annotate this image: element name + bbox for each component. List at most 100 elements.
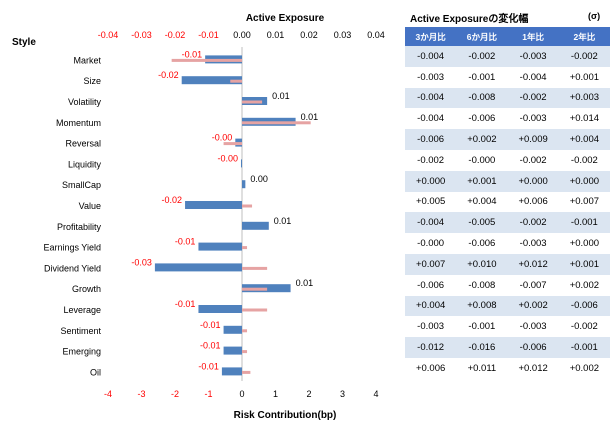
table-cell: +0.004 xyxy=(558,129,610,150)
category-label: Dividend Yield xyxy=(44,263,101,273)
table-row: -0.003 -0.001 -0.003 -0.002 xyxy=(405,316,610,338)
category-label: Sentiment xyxy=(60,326,101,336)
exposure-bar xyxy=(223,346,242,355)
table-cell: +0.007 xyxy=(405,253,457,275)
bottom-tick-label: 1 xyxy=(273,389,278,399)
table-cell: +0.011 xyxy=(456,357,508,379)
table-row: -0.002 -0.000 -0.002 -0.002 xyxy=(405,149,610,171)
category-label: Liquidity xyxy=(68,159,102,169)
table-cell: +0.002 xyxy=(558,357,610,379)
bottom-tick-label: -2 xyxy=(171,389,179,399)
table-cell: -0.006 xyxy=(405,274,457,296)
data-label: 0.00 xyxy=(250,174,268,184)
category-label: Growth xyxy=(72,284,101,294)
header-1y: 1年比 xyxy=(507,27,559,46)
table-cell: +0.002 xyxy=(558,274,610,296)
table-cell: +0.014 xyxy=(558,108,610,130)
table-row: -0.003 -0.001 -0.004 +0.001 xyxy=(405,66,610,88)
table-cell: -0.004 xyxy=(405,87,457,109)
header-6m: 6か月比 xyxy=(456,27,508,46)
category-label: Size xyxy=(83,76,101,86)
table-cell: -0.000 xyxy=(405,233,457,254)
table-cell: +0.010 xyxy=(456,253,508,275)
category-label: Leverage xyxy=(63,305,101,315)
chart-labels: Active Exposure Style Risk Contribution(bp… xyxy=(12,13,385,421)
top-axis-title: Active Exposure xyxy=(246,13,325,24)
table-cell: -0.006 xyxy=(507,337,559,358)
table-cell: +0.004 xyxy=(405,295,457,317)
exposure-bar xyxy=(223,325,242,334)
table-cell: +0.012 xyxy=(507,253,559,275)
table-cell: +0.001 xyxy=(456,170,508,192)
exposure-bar xyxy=(181,76,242,85)
data-label: 0.01 xyxy=(301,112,319,122)
bottom-tick-label: 2 xyxy=(306,389,311,399)
table-cell: -0.006 xyxy=(558,295,610,317)
table-cell: -0.002 xyxy=(558,316,610,338)
table-row: +0.004 +0.008 +0.002 -0.006 xyxy=(405,295,610,317)
risk-bar xyxy=(242,287,268,291)
bottom-axis-title: Risk Contribution(bp) xyxy=(234,410,337,421)
data-label: 0.01 xyxy=(272,91,290,101)
risk-bar xyxy=(242,308,268,312)
table-cell: +0.001 xyxy=(558,66,610,88)
table-cell: +0.002 xyxy=(456,129,508,150)
top-tick-label: 0.00 xyxy=(233,30,251,40)
table-cell: -0.005 xyxy=(456,212,508,234)
exposure-bar xyxy=(154,263,242,272)
table-cell: -0.001 xyxy=(456,66,508,88)
table-row: -0.004 -0.005 -0.002 -0.001 xyxy=(405,212,610,234)
table-cell: +0.006 xyxy=(405,357,457,379)
risk-bar xyxy=(242,246,248,250)
data-label: -0.01 xyxy=(182,49,203,59)
risk-bar xyxy=(242,121,311,125)
table-cell: -0.002 xyxy=(558,46,610,67)
table-cell: -0.007 xyxy=(507,274,559,296)
data-label: -0.01 xyxy=(200,341,221,351)
table-unit: (σ) xyxy=(588,11,601,21)
category-label: Earnings Yield xyxy=(43,243,101,253)
table-cell: +0.006 xyxy=(507,191,559,213)
data-label: -0.02 xyxy=(162,195,183,205)
table-cell: -0.002 xyxy=(507,149,559,171)
table-cell: -0.008 xyxy=(456,87,508,109)
data-label: -0.00 xyxy=(217,153,238,163)
risk-bar xyxy=(230,79,242,83)
table-cell: +0.004 xyxy=(456,191,508,213)
bottom-tick-label: 0 xyxy=(239,389,244,399)
table-cell: -0.002 xyxy=(456,46,508,67)
table-cell: +0.005 xyxy=(405,191,457,213)
table-row: -0.006 -0.008 -0.007 +0.002 xyxy=(405,274,610,296)
table-row: +0.005 +0.004 +0.006 +0.007 xyxy=(405,191,610,213)
table-cell: +0.008 xyxy=(456,295,508,317)
table-cell: -0.003 xyxy=(405,66,457,88)
exposure-bar xyxy=(242,180,246,189)
data-label: -0.01 xyxy=(175,299,196,309)
exposure-bar xyxy=(240,159,242,168)
table-cell: -0.002 xyxy=(558,149,610,171)
table-cell: -0.003 xyxy=(507,233,559,254)
table-row: -0.012 -0.016 -0.006 -0.001 xyxy=(405,337,610,358)
table-cell: +0.007 xyxy=(558,191,610,213)
table-row: -0.006 +0.002 +0.009 +0.004 xyxy=(405,129,610,150)
category-header: Style xyxy=(12,37,36,48)
table-cell: -0.002 xyxy=(405,149,457,171)
table-cell: -0.000 xyxy=(456,149,508,171)
data-label: -0.01 xyxy=(200,320,221,330)
table-cell: +0.000 xyxy=(405,170,457,192)
data-label: -0.01 xyxy=(175,237,196,247)
table-cell: -0.004 xyxy=(405,108,457,130)
bottom-tick-label: 3 xyxy=(340,389,345,399)
table-row: +0.007 +0.010 +0.012 +0.001 xyxy=(405,253,610,275)
table-cell: -0.001 xyxy=(558,337,610,358)
table-cell: +0.012 xyxy=(507,357,559,379)
table-cell: -0.003 xyxy=(507,46,559,67)
exposure-bar xyxy=(198,242,242,251)
exposure-bar xyxy=(221,367,242,376)
table-cell: +0.001 xyxy=(558,253,610,275)
exposure-bar xyxy=(198,305,242,313)
top-tick-label: -0.02 xyxy=(165,30,186,40)
exposure-change-table: 3か月比 6か月比 1年比 2年比 -0.004 -0.002 -0.003 -0.0… xyxy=(405,27,610,379)
data-label: 0.01 xyxy=(274,216,292,226)
top-tick-label: 0.03 xyxy=(334,30,352,40)
